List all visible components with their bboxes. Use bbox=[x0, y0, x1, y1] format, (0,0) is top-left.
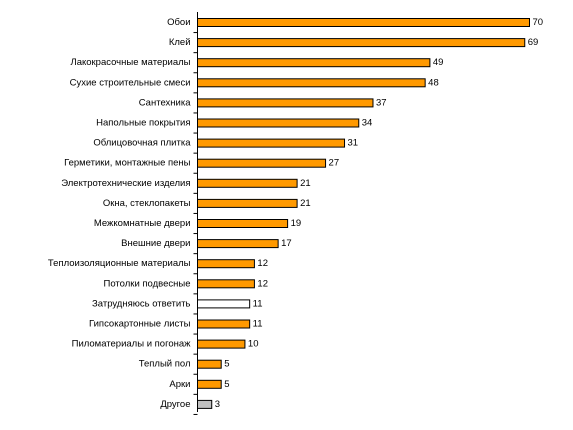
bar-3 bbox=[197, 58, 431, 68]
value-label-6: 34 bbox=[362, 118, 373, 129]
bar-18 bbox=[197, 359, 222, 369]
category-label-9: Электротехнические изделия bbox=[61, 178, 190, 189]
category-label-12: Внешние двери bbox=[121, 238, 190, 249]
bar-5 bbox=[197, 98, 374, 108]
category-label-15: Затрудняюсь ответить bbox=[92, 298, 191, 309]
bars-layer bbox=[193, 18, 530, 415]
value-label-1: 70 bbox=[533, 17, 544, 28]
bar-1 bbox=[197, 18, 530, 27]
category-label-2: Клей bbox=[169, 37, 191, 48]
bar-10 bbox=[197, 198, 298, 208]
category-label-7: Облицовочная плитка bbox=[93, 138, 191, 149]
bar-16 bbox=[197, 319, 251, 329]
bar-19 bbox=[197, 379, 222, 389]
category-label-17: Пиломатериалы и погонаж bbox=[72, 339, 192, 350]
bar-14 bbox=[197, 279, 255, 289]
bar-6 bbox=[197, 118, 360, 128]
category-label-1: Обои bbox=[167, 17, 190, 28]
category-label-3: Лакокрасочные материалы bbox=[70, 57, 190, 68]
category-labels: Обои Клей Лакокрасочные материалы Сухие стр… bbox=[48, 17, 191, 410]
category-label-8: Герметики, монтажные пены bbox=[64, 158, 191, 169]
value-label-18: 5 bbox=[224, 359, 229, 370]
bar-11 bbox=[197, 219, 289, 228]
value-label-10: 21 bbox=[300, 198, 311, 209]
value-label-14: 12 bbox=[257, 278, 268, 289]
category-label-5: Сантехника bbox=[139, 97, 191, 108]
value-label-8: 27 bbox=[329, 158, 340, 169]
value-label-16: 11 bbox=[253, 319, 263, 330]
value-label-20: 3 bbox=[215, 399, 220, 410]
bar-2 bbox=[197, 38, 526, 48]
category-label-11: Межкомнатные двери bbox=[94, 218, 191, 229]
value-label-19: 5 bbox=[224, 379, 229, 390]
bar-9 bbox=[197, 178, 298, 188]
bar-8 bbox=[197, 158, 327, 168]
value-label-3: 49 bbox=[433, 57, 444, 68]
value-label-12: 17 bbox=[281, 238, 292, 249]
category-label-14: Потолки подвесные bbox=[104, 278, 191, 289]
value-label-2: 69 bbox=[528, 37, 539, 48]
category-label-4: Сухие строительные смеси bbox=[70, 77, 191, 88]
value-label-13: 12 bbox=[257, 258, 268, 269]
category-label-10: Окна, стеклопакеты bbox=[103, 198, 191, 209]
category-label-19: Арки bbox=[169, 379, 190, 390]
value-label-15: 11 bbox=[253, 298, 263, 309]
value-label-5: 37 bbox=[376, 97, 387, 108]
category-label-18: Теплый пол bbox=[139, 359, 191, 370]
category-label-6: Напольные покрытия bbox=[96, 118, 190, 129]
bar-12 bbox=[197, 239, 279, 249]
value-label-4: 48 bbox=[428, 77, 439, 88]
category-label-20: Другое bbox=[160, 399, 190, 410]
value-label-7: 31 bbox=[348, 138, 359, 149]
category-label-13: Теплоизоляционные материалы bbox=[48, 258, 191, 269]
bar-7 bbox=[197, 138, 346, 148]
bar-15 bbox=[197, 299, 251, 309]
category-label-16: Гипсокартонные листы bbox=[89, 319, 191, 330]
bar-20 bbox=[197, 399, 213, 409]
bar-17 bbox=[197, 339, 246, 349]
bar-4 bbox=[197, 78, 426, 88]
bar-13 bbox=[197, 259, 255, 269]
value-label-9: 21 bbox=[300, 178, 311, 189]
value-label-17: 10 bbox=[248, 339, 259, 350]
value-label-11: 19 bbox=[291, 218, 302, 229]
